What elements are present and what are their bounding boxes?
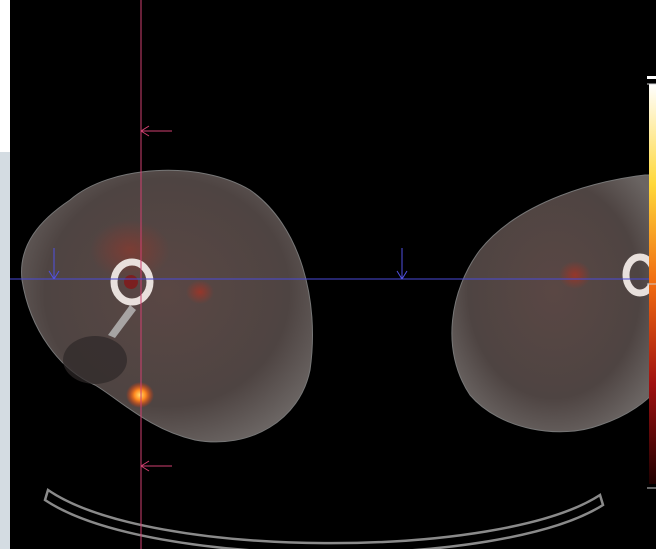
left-hotspot xyxy=(126,382,154,408)
left-uptake-2 xyxy=(90,220,170,280)
left-panel xyxy=(0,152,10,549)
left-leg-dark xyxy=(63,336,127,384)
left-bone-2 xyxy=(108,305,136,338)
colorbar-top xyxy=(647,76,656,79)
right-uptake xyxy=(559,261,591,289)
table xyxy=(43,488,605,549)
left-panel-top xyxy=(0,0,10,152)
vertical-markers xyxy=(140,125,172,472)
right-leg xyxy=(451,174,656,433)
left-marrow xyxy=(124,275,138,289)
left-bone xyxy=(110,258,154,306)
left-uptake xyxy=(186,280,214,304)
horizontal-markers xyxy=(48,248,408,280)
